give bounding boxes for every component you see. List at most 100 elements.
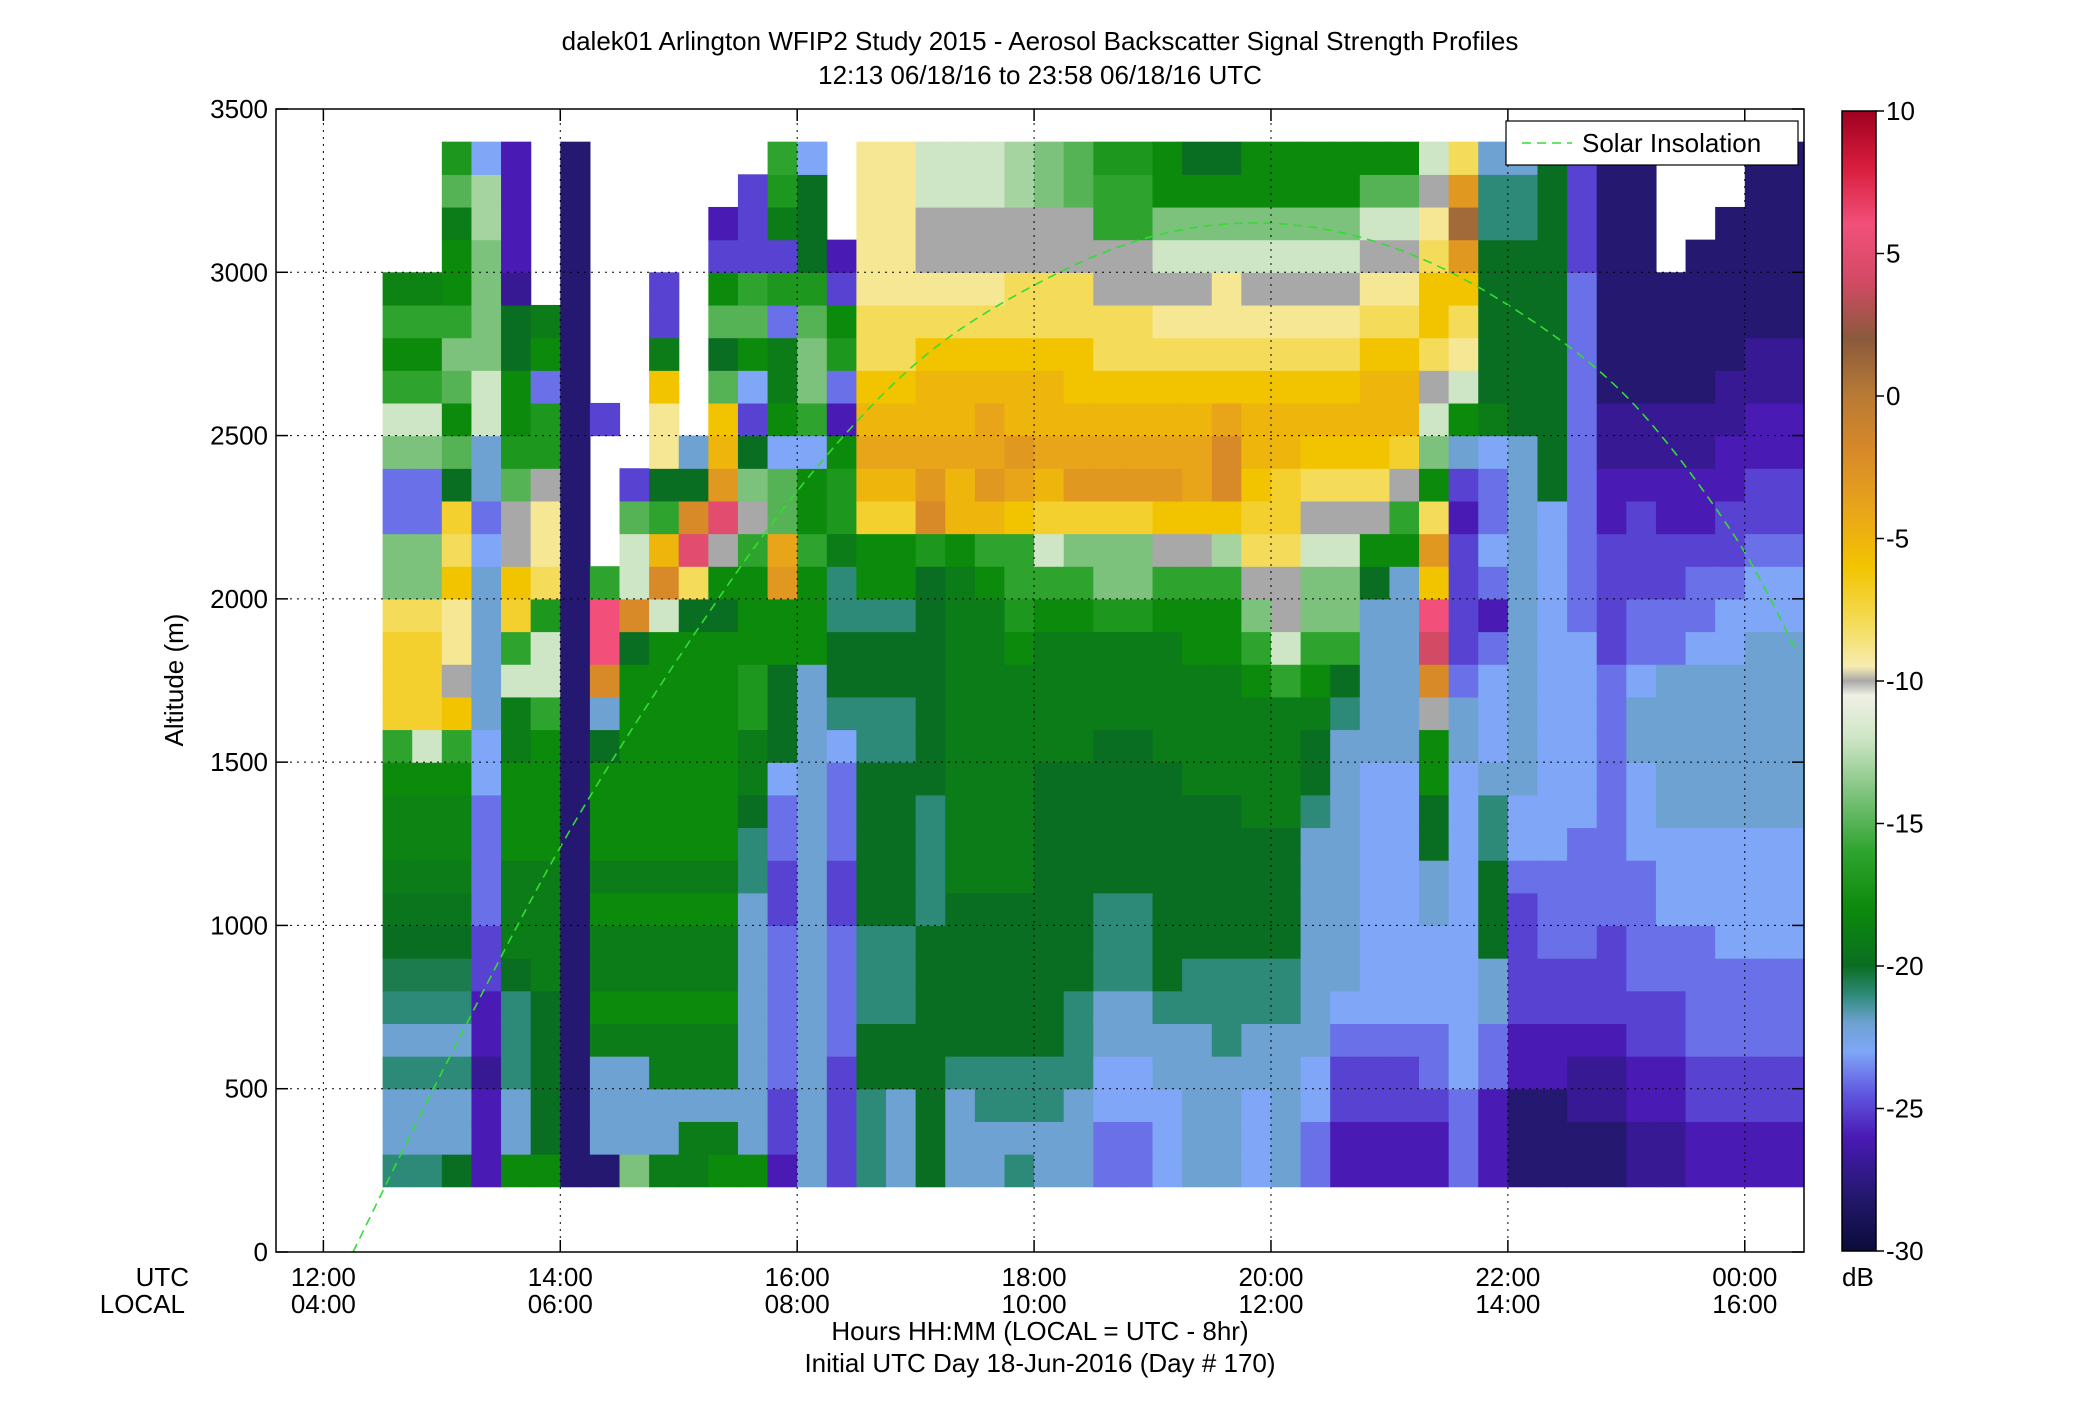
heatmap-cell (441, 1121, 473, 1155)
heatmap-cell (945, 1056, 976, 1090)
heatmap-cell (1093, 272, 1124, 306)
heatmap-cell (382, 892, 413, 927)
x-axis-label: Hours HH:MM (LOCAL = UTC - 8hr) (831, 1316, 1248, 1346)
heatmap-cell (1300, 827, 1331, 861)
heatmap-cell (1004, 174, 1035, 208)
heatmap-cell (1152, 566, 1183, 600)
heatmap-cell (1715, 664, 1746, 698)
heatmap-cell (1537, 370, 1568, 404)
heatmap-cell (1626, 402, 1657, 437)
heatmap-cell (1537, 794, 1568, 829)
heatmap-cell (412, 794, 443, 829)
heatmap-cell (382, 402, 413, 437)
heatmap-cell (1300, 141, 1331, 175)
heatmap-cell (1300, 860, 1331, 894)
heatmap-cell (1300, 925, 1331, 959)
heatmap-cell (915, 239, 946, 273)
heatmap-cell (886, 696, 917, 731)
heatmap-cell (501, 1154, 532, 1188)
heatmap-cell (915, 206, 946, 241)
heatmap-cell (589, 631, 621, 665)
heatmap-cell (412, 435, 443, 469)
heatmap-cell (974, 1056, 1006, 1090)
heatmap-cell (1093, 860, 1124, 894)
heatmap-cell (649, 337, 680, 371)
heatmap-cell (560, 566, 591, 600)
heatmap-cell (1182, 794, 1213, 829)
heatmap-cell (1182, 533, 1213, 567)
heatmap-cell (589, 664, 621, 698)
y-tick-label: 2500 (210, 421, 268, 451)
heatmap-cell (1300, 794, 1331, 829)
heatmap-cell (1330, 174, 1361, 208)
heatmap-cell (1359, 141, 1391, 175)
heatmap-cell (945, 762, 976, 796)
heatmap-cell (1567, 925, 1598, 959)
heatmap-cell (1093, 631, 1124, 665)
heatmap-cell (1152, 304, 1183, 339)
heatmap-cell (1004, 206, 1035, 241)
heatmap-cell (1063, 762, 1094, 796)
heatmap-cell (1152, 141, 1183, 175)
heatmap-cell (1211, 1023, 1242, 1057)
heatmap-cell (619, 696, 650, 731)
heatmap-cell (1389, 1121, 1420, 1155)
heatmap-cell (382, 696, 413, 731)
heatmap-cell (708, 337, 739, 371)
heatmap-cell (856, 827, 887, 861)
heatmap-cell (501, 892, 532, 927)
x-row-label-utc: UTC (136, 1262, 189, 1292)
heatmap-cell (1626, 794, 1657, 829)
heatmap-cell (1655, 1056, 1687, 1090)
heatmap-cell (797, 566, 828, 600)
heatmap-cell (1685, 1088, 1716, 1122)
heatmap-cell (974, 827, 1006, 861)
heatmap-cell (1152, 860, 1183, 894)
heatmap-cell (1567, 206, 1598, 241)
heatmap-cell (915, 990, 946, 1024)
heatmap-cell (974, 206, 1006, 241)
heatmap-cell (826, 533, 857, 567)
heatmap-cell (974, 794, 1006, 829)
heatmap-cell (737, 239, 769, 273)
heatmap-cell (1004, 958, 1035, 992)
heatmap-cell (649, 370, 680, 404)
heatmap-cell (1270, 435, 1302, 469)
heatmap-cell (1537, 990, 1568, 1024)
heatmap-cell (471, 402, 502, 437)
heatmap-cell (1389, 402, 1420, 437)
heatmap-cell (1567, 1056, 1598, 1090)
heatmap-cell (1567, 272, 1598, 306)
heatmap-cell (1715, 402, 1746, 437)
heatmap-cell (1122, 892, 1154, 927)
heatmap-cell (1507, 468, 1539, 502)
heatmap-cell (1211, 1088, 1242, 1122)
heatmap-cell (886, 631, 917, 665)
heatmap-cell (1359, 500, 1391, 535)
heatmap-cell (767, 860, 798, 894)
heatmap-cell (1270, 794, 1302, 829)
colorbar-tick-label: -20 (1886, 951, 1924, 981)
heatmap-cell (1419, 141, 1450, 175)
heatmap-cell (826, 827, 857, 861)
heatmap-cell (1270, 239, 1302, 273)
heatmap-cell (471, 892, 502, 927)
heatmap-cell (1152, 762, 1183, 796)
heatmap-cell (530, 860, 561, 894)
heatmap-cell (1478, 239, 1509, 273)
heatmap-cell (1093, 664, 1124, 698)
heatmap-cell (1241, 370, 1272, 404)
heatmap-cell (708, 435, 739, 469)
heatmap-cell (560, 1023, 591, 1057)
heatmap-cell (767, 990, 798, 1024)
heatmap-cell (382, 631, 413, 665)
heatmap-cell (1596, 533, 1627, 567)
y-tick-label: 1500 (210, 747, 268, 777)
heatmap-cell (619, 892, 650, 927)
heatmap-cell (974, 1121, 1006, 1155)
heatmap-cell (1182, 500, 1213, 535)
heatmap-cell (1774, 566, 1805, 600)
heatmap-cell (1655, 794, 1687, 829)
heatmap-cell (1448, 664, 1479, 698)
heatmap-cell (945, 860, 976, 894)
